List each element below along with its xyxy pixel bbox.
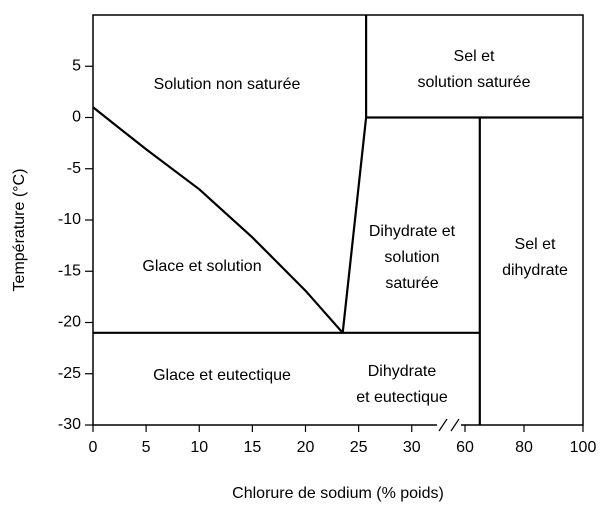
y-tick-label: -30 [58,416,81,433]
region-label: Dihydrate [368,363,437,380]
region-label: Sel et [515,236,556,253]
x-tick-label: 25 [350,439,368,456]
region-label: Sel et [454,48,495,65]
y-axis-title: Température (°C) [11,169,28,292]
region-label: dihydrate [502,262,568,279]
y-tick-label: -10 [58,211,81,228]
region-label: Glace et solution [142,258,261,275]
x-tick-label: 15 [243,439,261,456]
region-label: Dihydrate et [369,223,456,240]
region-label: et eutectique [356,389,448,406]
x-tick-label: 100 [570,439,597,456]
region-label: solution [384,249,439,266]
axis-break [437,418,461,432]
y-tick-label: -20 [58,314,81,331]
x-tick-label: 0 [89,439,98,456]
phase-boundary [341,15,368,333]
y-tick-label: 5 [72,57,81,74]
x-tick-label: 5 [142,439,151,456]
region-label: saturée [385,275,438,292]
y-tick-label: -25 [58,365,81,382]
y-tick-label: -5 [67,160,81,177]
x-tick-label: 80 [515,439,533,456]
region-label: Solution non saturée [154,76,301,93]
x-axis-title: Chlorure de sodium (% poids) [232,485,444,502]
x-tick-label: 10 [190,439,208,456]
x-tick-label: 20 [297,439,315,456]
phase-boundary [92,106,344,334]
region-label: solution saturée [418,74,531,91]
x-tick-label: 60 [456,439,474,456]
y-tick-label: 0 [72,109,81,126]
y-tick-label: -15 [58,262,81,279]
region-label: Glace et eutectique [153,367,291,384]
x-tick-label: 30 [403,439,421,456]
